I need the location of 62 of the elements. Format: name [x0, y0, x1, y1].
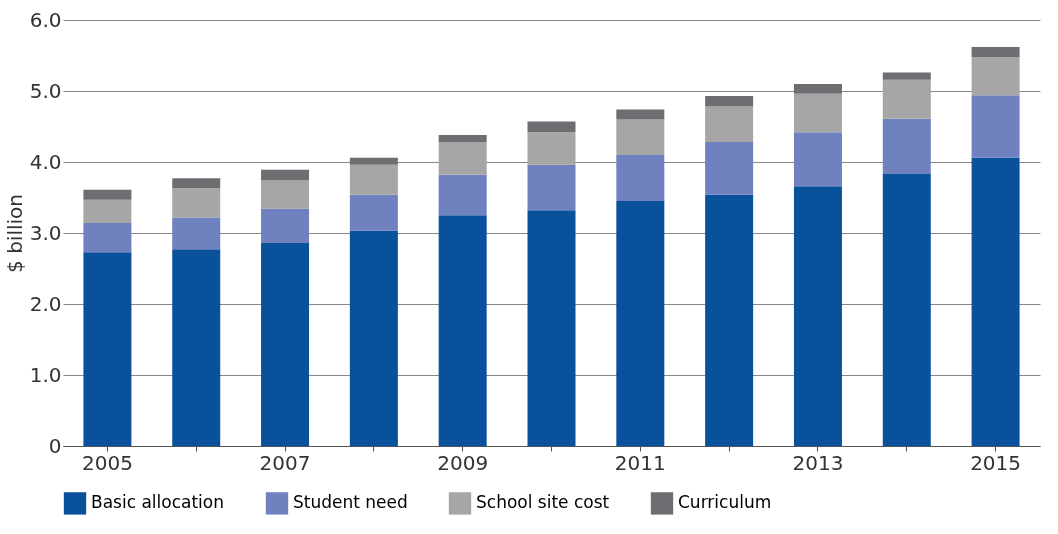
- bar: [438, 142, 487, 175]
- x-tick-label: 2007: [259, 450, 311, 475]
- bar: [83, 189, 132, 200]
- y-tick-label: 4.0: [29, 149, 62, 174]
- bar: [616, 154, 665, 202]
- legend-label: School site cost: [476, 492, 610, 513]
- bar: [172, 217, 221, 250]
- bar: [438, 135, 487, 143]
- legend-label: Basic allocation: [91, 492, 225, 513]
- bar: [705, 95, 754, 107]
- y-tick-label: 0: [48, 433, 62, 458]
- bar: [705, 106, 754, 143]
- bar: [616, 109, 665, 120]
- bar: [349, 157, 398, 165]
- bar: [349, 230, 398, 446]
- y-axis-title: $ billion: [2, 194, 27, 273]
- y-tick-label: 6.0: [29, 7, 62, 32]
- bar: [261, 180, 310, 209]
- bar: [882, 79, 931, 119]
- bar: [438, 174, 487, 216]
- bar: [971, 46, 1020, 57]
- bar: [971, 157, 1020, 446]
- bar: [83, 252, 132, 446]
- bar: [172, 178, 221, 189]
- bar: [83, 199, 132, 224]
- bar: [616, 119, 665, 155]
- bar: [172, 188, 221, 218]
- bar: [527, 210, 576, 446]
- x-tick-label: 2011: [614, 450, 666, 475]
- x-tick-label: 2005: [81, 450, 133, 475]
- legend-label: Student need: [293, 492, 408, 513]
- bar: [527, 121, 576, 133]
- bar: [882, 72, 931, 80]
- bar: [261, 242, 310, 446]
- bar: [172, 249, 221, 446]
- bar: [971, 56, 1020, 96]
- bar: [527, 164, 576, 211]
- bar: [882, 118, 931, 175]
- bar: [705, 194, 754, 446]
- y-tick-label: 1.0: [29, 362, 62, 387]
- bar: [261, 208, 310, 243]
- y-tick-label: 5.0: [29, 78, 62, 103]
- bar: [349, 164, 398, 195]
- bar: [793, 93, 842, 133]
- bar: [882, 174, 931, 446]
- bar: [793, 186, 842, 446]
- x-tick-label: 2015: [970, 450, 1022, 475]
- bar: [793, 132, 842, 187]
- bar: [793, 83, 842, 94]
- bar: [349, 194, 398, 231]
- bar: [616, 201, 665, 446]
- y-tick-label: 3.0: [29, 220, 62, 245]
- bar: [527, 132, 576, 165]
- bar: [438, 215, 487, 446]
- bar: [261, 169, 310, 181]
- x-tick-label: 2009: [437, 450, 489, 475]
- bar: [971, 95, 1020, 158]
- bar: [83, 223, 132, 253]
- y-tick-label: 2.0: [29, 291, 62, 316]
- x-tick-label: 2013: [792, 450, 844, 475]
- bar: [705, 142, 754, 195]
- legend-label: Curriculum: [678, 492, 772, 513]
